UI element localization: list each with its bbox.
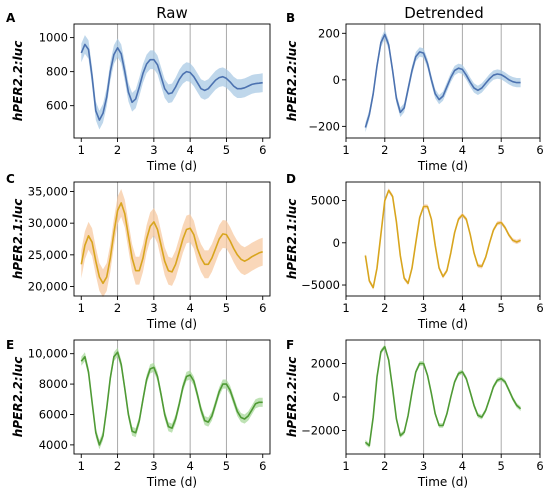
y-tick-label-e-1: 6000 xyxy=(39,407,68,421)
y-tick-label-e-2: 8000 xyxy=(39,377,68,391)
y-axis-label-b: hPER2.2:luc xyxy=(285,41,299,122)
x-tick-label-e-6: 6 xyxy=(259,459,266,473)
panel-f: F 1 2 3 4 5 6 −2000 0 2000 Time (d) hPER2.2:luc xyxy=(285,338,544,489)
y-tick-label-f-2: 2000 xyxy=(311,356,340,370)
y-axis-label-e: hPER2.2:luc xyxy=(11,357,25,438)
x-tick-label-f-4: 4 xyxy=(459,459,466,473)
x-axis-label-a: Time (d) xyxy=(146,159,197,173)
y-tick-label-b-0: −200 xyxy=(308,119,340,133)
y-tick-label-e-3: 10,000 xyxy=(28,347,68,361)
x-tick-label-b-2: 2 xyxy=(381,143,388,157)
y-tick-label-d-1: 0 xyxy=(333,236,340,250)
y-tick-label-a-1: 800 xyxy=(46,65,68,79)
series-line-d xyxy=(364,189,521,289)
x-axis-label-d: Time (d) xyxy=(417,317,468,331)
series-line-a xyxy=(80,43,263,121)
x-tick-label-c-1: 1 xyxy=(78,301,85,315)
x-tick-label-f-5: 5 xyxy=(498,459,505,473)
panel-c: C 1 2 3 4 5 6 20,000 25,000 30,000 35,000 Time (d) h… xyxy=(6,172,271,331)
x-tick-label-a-3: 3 xyxy=(150,143,157,157)
axes-frame-d xyxy=(345,181,541,297)
x-tick-label-e-1: 1 xyxy=(78,459,85,473)
confidence-band-c xyxy=(81,189,263,298)
x-tick-label-f-6: 6 xyxy=(536,459,543,473)
x-tick-label-c-2: 2 xyxy=(114,301,121,315)
x-tick-label-b-4: 4 xyxy=(459,143,466,157)
y-tick-label-c-1: 25,000 xyxy=(28,248,68,262)
y-tick-label-d-0: −5000 xyxy=(301,278,340,292)
y-tick-label-b-2: 200 xyxy=(318,26,340,40)
panel-a: A 1 2 3 4 5 6 600 800 1000 Time (d) hPER2.2:luc xyxy=(6,11,271,173)
x-tick-label-d-2: 2 xyxy=(381,301,388,315)
y-tick-label-a-2: 1000 xyxy=(39,31,68,45)
x-tick-label-a-5: 5 xyxy=(223,143,230,157)
y-axis-label-c: hPER2.1:luc xyxy=(11,199,25,280)
x-axis-label-e: Time (d) xyxy=(146,475,197,489)
x-tick-label-e-5: 5 xyxy=(223,459,230,473)
y-tick-label-d-2: 5000 xyxy=(311,194,340,208)
y-tick-label-e-0: 4000 xyxy=(39,438,68,452)
x-tick-label-c-5: 5 xyxy=(223,301,230,315)
x-tick-label-d-5: 5 xyxy=(498,301,505,315)
x-tick-label-c-3: 3 xyxy=(150,301,157,315)
column-title-raw: Raw xyxy=(156,4,188,22)
x-tick-label-f-2: 2 xyxy=(381,459,388,473)
y-axis-label-f: hPER2.2:luc xyxy=(285,357,299,438)
panel-letter-f: F xyxy=(286,338,294,352)
y-tick-label-f-1: 0 xyxy=(333,390,340,404)
x-tick-label-d-6: 6 xyxy=(536,301,543,315)
x-tick-label-c-4: 4 xyxy=(186,301,193,315)
panel-e: E 1 2 3 4 5 6 4000 6000 8000 10,000 Time (d) hPER2.2… xyxy=(6,338,271,489)
confidence-band-d xyxy=(365,188,521,290)
x-tick-label-a-2: 2 xyxy=(114,143,121,157)
series-line-f xyxy=(364,345,522,447)
axes-frame-e xyxy=(73,339,271,455)
panel-letter-e: E xyxy=(6,338,14,352)
y-tick-label-c-0: 20,000 xyxy=(28,280,68,294)
axes-frame-a xyxy=(73,23,271,139)
x-tick-label-b-3: 3 xyxy=(420,143,427,157)
y-tick-label-b-1: 0 xyxy=(333,73,340,87)
axes-frame-b xyxy=(345,23,541,139)
x-tick-label-a-4: 4 xyxy=(186,143,193,157)
x-tick-label-f-3: 3 xyxy=(420,459,427,473)
x-tick-label-e-4: 4 xyxy=(186,459,193,473)
x-tick-label-b-1: 1 xyxy=(342,143,349,157)
x-axis-label-b: Time (d) xyxy=(417,159,468,173)
y-axis-label-a: hPER2.2:luc xyxy=(11,41,25,122)
x-tick-label-c-6: 6 xyxy=(259,301,266,315)
column-title-detrended: Detrended xyxy=(404,4,484,22)
x-tick-label-d-1: 1 xyxy=(342,301,349,315)
x-axis-label-c: Time (d) xyxy=(146,317,197,331)
panel-letter-b: B xyxy=(286,11,295,25)
panel-letter-c: C xyxy=(6,172,15,186)
x-tick-label-d-4: 4 xyxy=(459,301,466,315)
series-line-b xyxy=(364,33,521,128)
y-tick-label-c-3: 35,000 xyxy=(28,185,68,199)
x-tick-label-b-6: 6 xyxy=(536,143,543,157)
x-axis-label-f: Time (d) xyxy=(417,475,468,489)
y-axis-label-d: hPER2.1:luc xyxy=(285,199,299,280)
series-line-c xyxy=(80,202,263,285)
panel-d: D 1 2 3 4 5 6 −5000 0 5000 Time (d) hPER2.1:luc xyxy=(285,172,544,331)
y-tick-label-c-2: 30,000 xyxy=(28,216,68,230)
x-tick-label-f-1: 1 xyxy=(342,459,349,473)
panel-letter-a: A xyxy=(6,11,16,25)
axes-frame-c xyxy=(73,181,271,297)
confidence-band-f xyxy=(365,344,521,448)
x-tick-label-d-3: 3 xyxy=(420,301,427,315)
confidence-band-e xyxy=(81,347,263,450)
x-tick-label-b-5: 5 xyxy=(498,143,505,157)
series-line-e xyxy=(80,351,263,446)
x-tick-label-e-2: 2 xyxy=(114,459,121,473)
y-tick-label-a-0: 600 xyxy=(46,99,68,113)
x-tick-label-a-6: 6 xyxy=(259,143,266,157)
panel-letter-d: D xyxy=(286,172,296,186)
x-tick-label-a-1: 1 xyxy=(78,143,85,157)
y-tick-label-f-0: −2000 xyxy=(301,424,340,438)
x-tick-label-e-3: 3 xyxy=(150,459,157,473)
panel-b: B 1 2 3 4 5 6 −200 0 200 Time (d) hPER2.2:luc xyxy=(285,11,544,173)
